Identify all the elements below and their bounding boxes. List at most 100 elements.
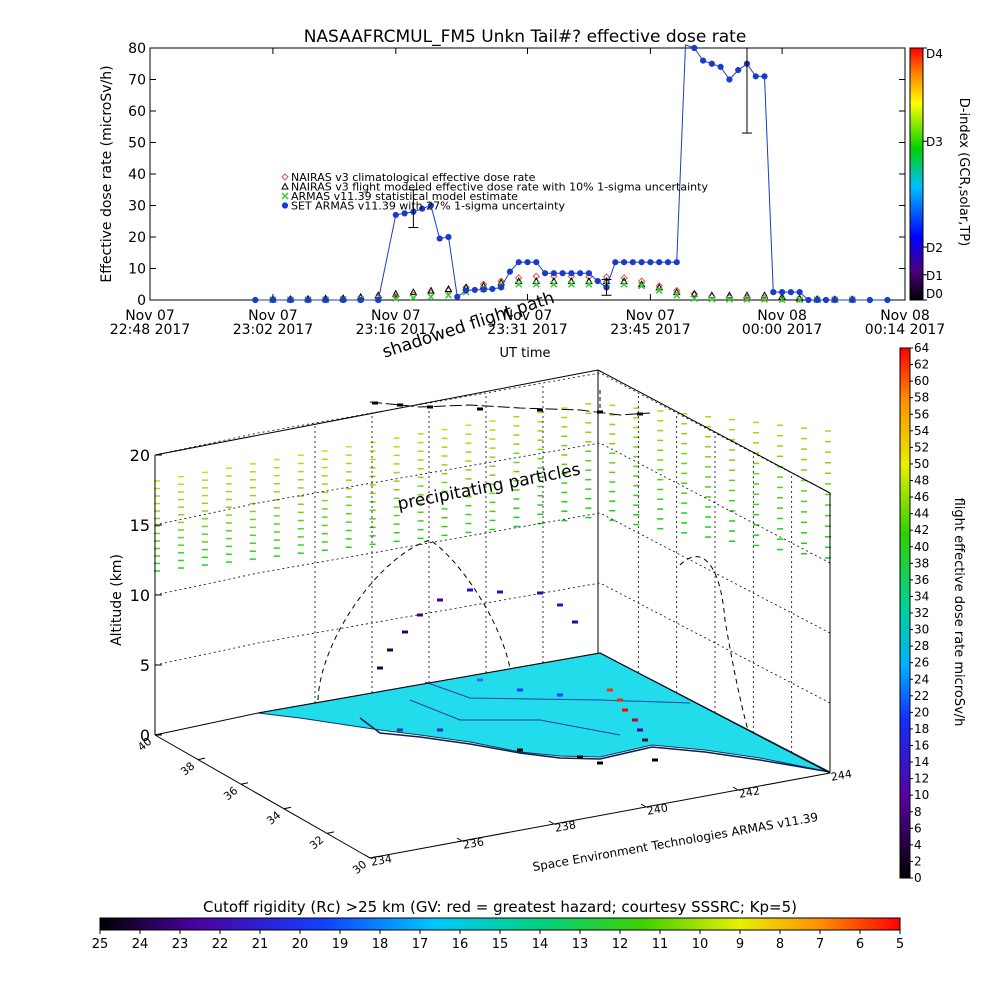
dose-colorbar-tick-label: 12	[914, 772, 929, 786]
dose-rate-panel: NASAAFRCMUL_FM5 Unkn Tail#? effective do…	[99, 27, 971, 362]
legend-marker	[281, 173, 289, 181]
data-point	[743, 295, 751, 303]
dose-colorbar-tick-label: 46	[914, 490, 929, 504]
altitude-tick-label: 15	[130, 516, 150, 535]
legend-label: ARMAS v11.39 statistical model estimate	[291, 190, 518, 203]
latitude-tick-mark	[240, 782, 249, 785]
cutoff-rigidity-tick-label: 16	[452, 937, 469, 952]
latitude-tick-label: 38	[178, 759, 197, 778]
x-axis-label: UT time	[500, 346, 551, 361]
data-point	[444, 291, 453, 299]
dose-colorbar-tick-label: 54	[914, 424, 929, 438]
y-ticks: 0 10 20 30 40 50 60 70 80	[128, 41, 905, 309]
x-tick-label-date: Nov 08	[757, 308, 807, 324]
data-point	[708, 291, 716, 299]
flight-dose-marker	[537, 591, 543, 595]
flight-dose-marker	[477, 678, 483, 682]
flight-dose-marker	[642, 738, 648, 742]
flight-dose-marker	[597, 761, 603, 765]
flight-dose-marker	[437, 598, 443, 602]
data-point	[735, 66, 742, 74]
cutoff-rigidity-tick-label: 13	[572, 937, 589, 952]
data-point	[778, 296, 786, 304]
data-point	[444, 284, 453, 292]
data-point	[691, 44, 698, 52]
data-point	[761, 295, 769, 303]
cutoff-rigidity-tick-label: 8	[776, 937, 784, 952]
data-point	[532, 280, 540, 288]
longitude-tick-label: 242	[738, 784, 761, 800]
altitude-grid-line	[154, 512, 831, 634]
altitude-tick-label: 10	[130, 586, 150, 605]
data-point	[532, 272, 540, 281]
data-point	[524, 259, 531, 266]
altitude-axis-label: Altitude (km)	[109, 554, 125, 646]
data-point	[805, 296, 812, 304]
dose-colorbar-tick-label: 36	[914, 573, 929, 587]
cutoff-rigidity-tick-label: 22	[212, 937, 229, 952]
latitude-tick-mark	[283, 806, 292, 810]
data-point	[638, 282, 646, 290]
data-point	[814, 296, 821, 304]
flight-dose-marker	[387, 648, 393, 652]
x-tick-label-date: Nov 07	[125, 308, 175, 324]
error-bar	[741, 47, 752, 134]
flight-dose-marker	[467, 588, 473, 592]
y-tick-label: 70	[128, 73, 146, 89]
data-point	[822, 296, 830, 304]
data-point	[655, 287, 663, 295]
x-tick-label-time: 00:00 2017	[742, 322, 822, 338]
latitude-tick-mark	[326, 831, 335, 834]
data-point	[647, 259, 654, 266]
cutoff-rigidity-tick-label: 18	[372, 937, 389, 952]
dose-colorbar-tick-label: 64	[914, 341, 929, 355]
legend-marker	[281, 202, 289, 209]
flight-dose-marker	[372, 401, 378, 405]
dose-colorbar-ticks: 0246810121416182022242628303234363840424…	[910, 341, 929, 885]
x-tick-label-time: 23:16 2017	[356, 322, 436, 338]
flight-track-projection-right	[679, 556, 749, 731]
data-point	[673, 291, 681, 299]
flight-dose-marker	[597, 410, 603, 414]
longitude-tick-label: 244	[830, 767, 853, 783]
data-point	[515, 274, 523, 282]
cutoff-rigidity-colorbar-panel: Cutoff rigidity (Rc) >25 km (GV: red = g…	[92, 898, 904, 952]
chart-title: NASAAFRCMUL_FM5 Unkn Tail#? effective do…	[304, 27, 747, 47]
flight-dose-markers	[372, 401, 658, 765]
data-point	[419, 205, 426, 212]
data-point	[743, 291, 751, 299]
cutoff-rigidity-tick-label: 7	[816, 937, 824, 952]
data-point	[831, 296, 838, 304]
x-tick-label-date: Nov 07	[248, 308, 298, 324]
data-point	[541, 270, 549, 277]
data-point	[664, 259, 672, 266]
error-bar	[601, 279, 612, 296]
dose-colorbar-tick-label: 52	[914, 440, 929, 454]
flight-dose-marker	[402, 630, 408, 634]
dose-colorbar-tick-label: 40	[914, 540, 929, 554]
data-point	[392, 294, 400, 302]
flight-dose-marker	[622, 708, 628, 712]
data-point	[340, 296, 347, 304]
dose-colorbar-tick-label: 18	[914, 722, 929, 736]
flight-dose-marker	[557, 693, 563, 697]
data-point	[655, 282, 663, 290]
y-tick-label: 50	[128, 136, 146, 152]
data-point	[550, 280, 558, 288]
altitude-tick-label: 20	[130, 446, 150, 465]
cutoff-rigidity-tick-label: 25	[92, 937, 109, 952]
d-index-tick-label: D1	[926, 269, 943, 283]
data-point	[717, 63, 724, 71]
data-point	[409, 288, 418, 296]
y-tick-label: 30	[128, 199, 146, 215]
x-tick-label-time: 00:14 2017	[865, 322, 945, 338]
dose-colorbar-tick-label: 8	[914, 805, 922, 819]
data-point	[427, 286, 435, 294]
box-3d-frame	[154, 369, 831, 859]
map-feature-line	[409, 699, 621, 736]
data-point	[427, 293, 435, 301]
data-point	[585, 270, 593, 277]
data-point	[462, 287, 470, 294]
